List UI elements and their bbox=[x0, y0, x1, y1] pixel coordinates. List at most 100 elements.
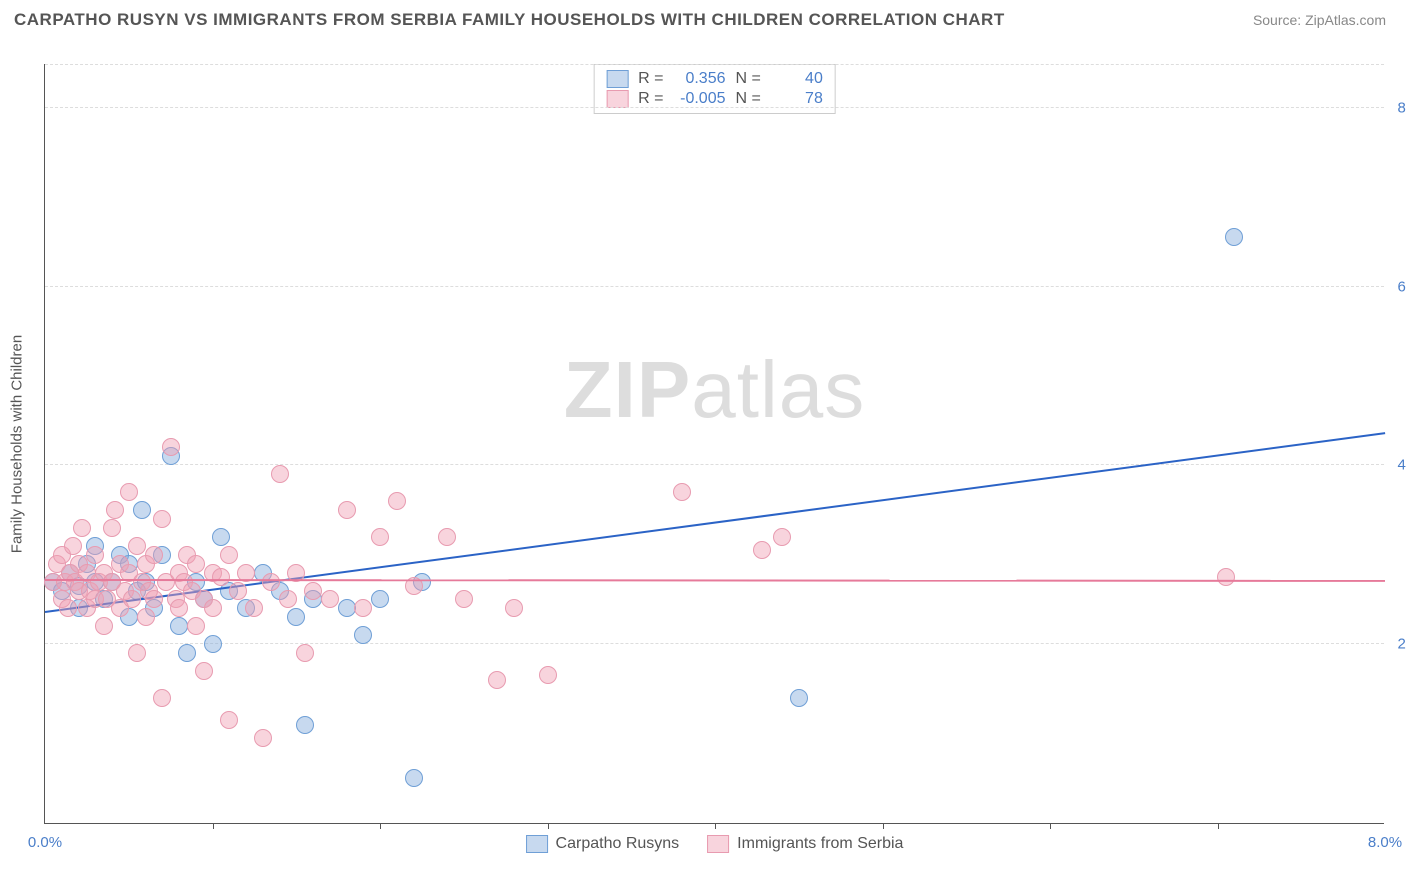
gridline-h bbox=[45, 107, 1384, 108]
watermark-light: atlas bbox=[691, 345, 865, 434]
data-point-series2 bbox=[128, 644, 146, 662]
data-point-series2 bbox=[73, 519, 91, 537]
r-label: R = bbox=[638, 90, 663, 108]
x-tick bbox=[883, 823, 884, 829]
data-point-series1 bbox=[204, 635, 222, 653]
header: CARPATHO RUSYN VS IMMIGRANTS FROM SERBIA… bbox=[0, 0, 1406, 36]
bottom-legend: Carpatho Rusyns Immigrants from Serbia bbox=[526, 835, 904, 853]
data-point-series2 bbox=[488, 671, 506, 689]
data-point-series2 bbox=[204, 599, 222, 617]
data-point-series2 bbox=[245, 599, 263, 617]
data-point-series2 bbox=[95, 617, 113, 635]
data-point-series2 bbox=[673, 483, 691, 501]
data-point-series2 bbox=[106, 501, 124, 519]
data-point-series2 bbox=[145, 546, 163, 564]
y-tick-label: 60.0% bbox=[1397, 278, 1406, 295]
data-point-series2 bbox=[371, 528, 389, 546]
legend-swatch-series1 bbox=[526, 835, 548, 853]
data-point-series2 bbox=[388, 492, 406, 510]
legend-swatch-series2 bbox=[707, 835, 729, 853]
data-point-series2 bbox=[59, 599, 77, 617]
data-point-series2 bbox=[1217, 568, 1235, 586]
x-tick bbox=[1218, 823, 1219, 829]
data-point-series2 bbox=[338, 501, 356, 519]
data-point-series2 bbox=[212, 568, 230, 586]
data-point-series2 bbox=[279, 590, 297, 608]
stats-row-series1: R = 0.356 N = 40 bbox=[606, 69, 823, 89]
data-point-series2 bbox=[64, 537, 82, 555]
data-point-series1 bbox=[405, 769, 423, 787]
data-point-series2 bbox=[539, 666, 557, 684]
source-label: Source: ZipAtlas.com bbox=[1253, 12, 1386, 28]
legend-item-series1: Carpatho Rusyns bbox=[526, 835, 680, 853]
data-point-series2 bbox=[455, 590, 473, 608]
gridline-h bbox=[45, 286, 1384, 287]
data-point-series2 bbox=[262, 573, 280, 591]
data-point-series1 bbox=[133, 501, 151, 519]
x-tick-label: 8.0% bbox=[1368, 834, 1402, 851]
data-point-series1 bbox=[296, 716, 314, 734]
data-point-series2 bbox=[354, 599, 372, 617]
data-point-series2 bbox=[254, 729, 272, 747]
gridline-h bbox=[45, 464, 1384, 465]
data-point-series1 bbox=[178, 644, 196, 662]
data-point-series2 bbox=[153, 510, 171, 528]
y-tick-label: 40.0% bbox=[1397, 457, 1406, 474]
x-tick bbox=[1050, 823, 1051, 829]
watermark-bold: ZIP bbox=[564, 345, 691, 434]
data-point-series2 bbox=[103, 519, 121, 537]
data-point-series1 bbox=[212, 528, 230, 546]
x-tick bbox=[548, 823, 549, 829]
data-point-series1 bbox=[287, 608, 305, 626]
n-label: N = bbox=[736, 90, 761, 108]
data-point-series2 bbox=[220, 711, 238, 729]
data-point-series2 bbox=[187, 555, 205, 573]
y-tick-label: 80.0% bbox=[1397, 99, 1406, 116]
data-point-series2 bbox=[304, 582, 322, 600]
r-label: R = bbox=[638, 70, 663, 88]
n-value-series2: 78 bbox=[771, 90, 823, 108]
data-point-series2 bbox=[123, 590, 141, 608]
data-point-series1 bbox=[1225, 228, 1243, 246]
trend-line-series1 bbox=[45, 432, 1385, 613]
legend-item-series2: Immigrants from Serbia bbox=[707, 835, 903, 853]
data-point-series2 bbox=[137, 608, 155, 626]
data-point-series2 bbox=[86, 546, 104, 564]
data-point-series2 bbox=[187, 617, 205, 635]
x-tick bbox=[715, 823, 716, 829]
data-point-series2 bbox=[296, 644, 314, 662]
data-point-series2 bbox=[321, 590, 339, 608]
data-point-series1 bbox=[371, 590, 389, 608]
r-value-series2: -0.005 bbox=[674, 90, 726, 108]
data-point-series2 bbox=[145, 590, 163, 608]
correlation-scatter-chart: ZIPatlas Family Households with Children… bbox=[44, 64, 1384, 824]
data-point-series2 bbox=[438, 528, 456, 546]
legend-label-series2: Immigrants from Serbia bbox=[737, 835, 903, 853]
data-point-series2 bbox=[753, 541, 771, 559]
x-tick bbox=[213, 823, 214, 829]
data-point-series2 bbox=[120, 483, 138, 501]
data-point-series2 bbox=[220, 546, 238, 564]
n-value-series1: 40 bbox=[771, 70, 823, 88]
watermark: ZIPatlas bbox=[564, 344, 865, 436]
gridline-h bbox=[45, 643, 1384, 644]
data-point-series2 bbox=[229, 582, 247, 600]
y-tick-label: 20.0% bbox=[1397, 636, 1406, 653]
gridline-h bbox=[45, 64, 1384, 65]
data-point-series2 bbox=[773, 528, 791, 546]
swatch-series2 bbox=[606, 90, 628, 108]
data-point-series2 bbox=[195, 662, 213, 680]
data-point-series2 bbox=[170, 599, 188, 617]
x-tick-label: 0.0% bbox=[28, 834, 62, 851]
data-point-series2 bbox=[153, 689, 171, 707]
data-point-series1 bbox=[338, 599, 356, 617]
data-point-series2 bbox=[505, 599, 523, 617]
r-value-series1: 0.356 bbox=[674, 70, 726, 88]
data-point-series2 bbox=[271, 465, 289, 483]
legend-label-series1: Carpatho Rusyns bbox=[556, 835, 680, 853]
data-point-series1 bbox=[790, 689, 808, 707]
swatch-series1 bbox=[606, 70, 628, 88]
x-tick bbox=[380, 823, 381, 829]
data-point-series2 bbox=[128, 537, 146, 555]
y-axis-label: Family Households with Children bbox=[9, 334, 26, 552]
